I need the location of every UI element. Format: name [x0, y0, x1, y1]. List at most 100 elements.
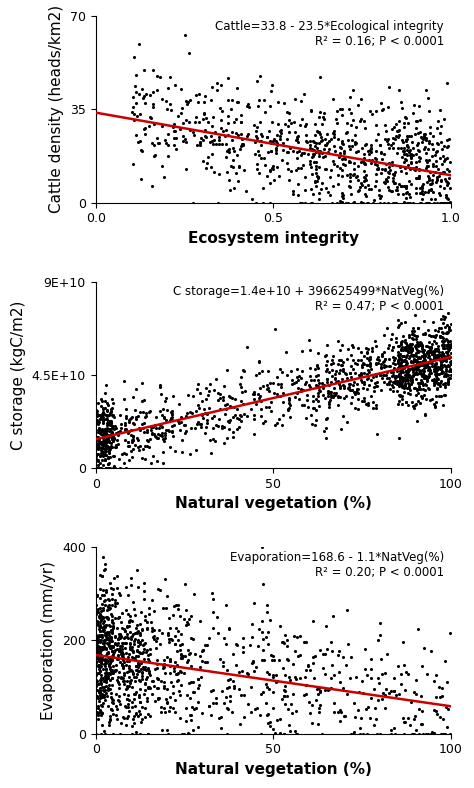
Point	[195, 682, 202, 695]
Point	[376, 617, 384, 630]
Point	[396, 348, 403, 361]
Point	[100, 602, 107, 615]
Point	[177, 712, 184, 724]
Point	[161, 395, 168, 407]
Point	[355, 160, 362, 173]
Point	[447, 324, 454, 336]
Point	[159, 445, 167, 458]
Point	[97, 678, 105, 690]
Point	[313, 359, 320, 372]
Point	[235, 682, 243, 695]
Point	[154, 682, 162, 694]
Point	[122, 403, 129, 415]
Point	[128, 630, 136, 642]
Point	[105, 638, 112, 651]
Point	[105, 603, 113, 615]
Point	[122, 637, 129, 649]
Point	[105, 444, 113, 456]
Point	[108, 593, 116, 605]
Point	[434, 196, 441, 209]
Point	[118, 422, 125, 435]
Point	[385, 376, 393, 388]
Point	[124, 651, 131, 663]
Point	[427, 341, 435, 354]
Point	[118, 639, 126, 652]
Point	[109, 727, 117, 740]
Point	[432, 160, 440, 173]
Point	[100, 439, 107, 452]
Point	[227, 695, 234, 708]
Point	[102, 649, 110, 661]
Point	[253, 158, 261, 170]
Point	[155, 672, 162, 685]
Point	[119, 660, 127, 672]
Point	[100, 439, 108, 452]
Point	[253, 74, 261, 87]
Point	[293, 387, 301, 400]
Point	[279, 137, 287, 150]
Point	[258, 541, 265, 553]
Point	[107, 634, 114, 647]
Point	[421, 328, 428, 340]
Point	[113, 653, 120, 666]
Point	[434, 350, 442, 362]
Point	[111, 630, 119, 642]
Point	[201, 124, 209, 136]
Point	[424, 727, 432, 740]
Point	[223, 165, 230, 178]
Point	[169, 430, 176, 443]
Point	[150, 150, 158, 162]
Point	[324, 136, 331, 149]
Point	[437, 691, 444, 704]
Point	[136, 135, 144, 147]
Point	[221, 408, 228, 421]
Point	[440, 370, 447, 382]
Point	[356, 721, 364, 734]
Point	[351, 168, 358, 180]
Point	[406, 371, 413, 384]
Point	[354, 169, 361, 182]
Point	[108, 429, 115, 441]
Point	[337, 344, 344, 357]
Point	[396, 374, 403, 387]
Point	[142, 96, 149, 109]
Point	[376, 727, 384, 740]
Point	[340, 381, 347, 394]
Point	[121, 625, 129, 637]
Point	[322, 413, 330, 426]
Point	[188, 632, 195, 645]
Point	[248, 656, 256, 669]
Point	[186, 692, 194, 704]
Point	[125, 680, 133, 693]
Point	[301, 170, 309, 183]
Point	[353, 136, 360, 149]
Point	[358, 376, 365, 388]
Point	[357, 345, 365, 358]
Point	[100, 428, 107, 440]
Point	[445, 133, 453, 146]
Point	[306, 139, 314, 152]
Point	[407, 190, 414, 203]
Point	[397, 141, 405, 154]
Point	[109, 619, 117, 632]
Point	[319, 151, 327, 163]
Point	[206, 377, 214, 390]
Point	[214, 196, 221, 209]
Point	[233, 82, 240, 95]
Point	[92, 403, 100, 416]
Point	[187, 660, 195, 673]
Point	[101, 563, 109, 575]
Point	[134, 655, 142, 667]
Point	[210, 409, 218, 422]
Point	[315, 706, 323, 719]
Point	[126, 675, 134, 687]
Point	[403, 368, 411, 381]
Point	[264, 383, 271, 396]
Point	[98, 727, 105, 740]
Point	[155, 623, 163, 636]
Point	[104, 646, 111, 659]
Point	[401, 354, 409, 366]
Point	[423, 374, 430, 387]
Point	[396, 362, 404, 374]
Point	[124, 619, 131, 632]
